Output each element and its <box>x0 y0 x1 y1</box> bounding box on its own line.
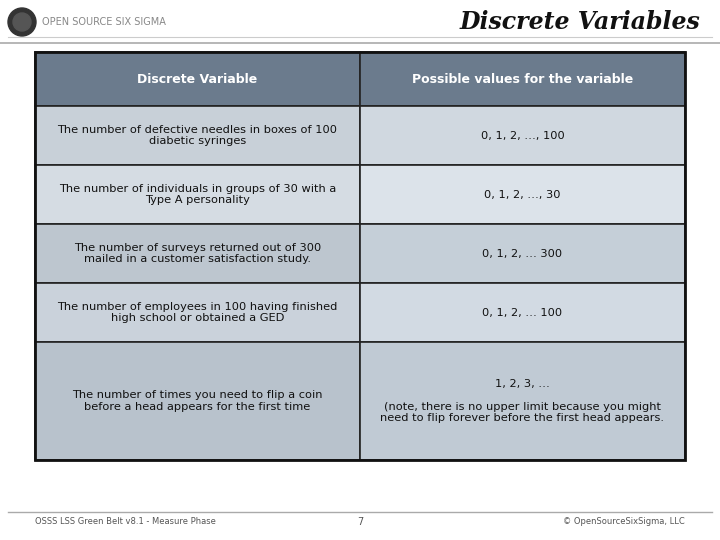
Bar <box>35 342 360 460</box>
Text: Discrete Variables: Discrete Variables <box>459 10 700 34</box>
Text: OSSS LSS Green Belt v8.1 - Measure Phase: OSSS LSS Green Belt v8.1 - Measure Phase <box>35 517 216 526</box>
Bar <box>360 165 685 224</box>
Circle shape <box>8 8 36 36</box>
Bar <box>35 52 360 106</box>
Text: The number of defective needles in boxes of 100
diabetic syringes: The number of defective needles in boxes… <box>58 125 338 146</box>
Bar <box>360 224 685 283</box>
Text: The number of individuals in groups of 30 with a
Type A personality: The number of individuals in groups of 3… <box>59 184 336 205</box>
Bar <box>360 283 685 342</box>
Text: OPEN SOURCE SIX SIGMA: OPEN SOURCE SIX SIGMA <box>42 17 166 27</box>
Bar <box>360 342 685 460</box>
Bar <box>35 283 360 342</box>
Bar <box>35 165 360 224</box>
Text: 1, 2, 3, …

(note, there is no upper limit because you might
need to flip foreve: 1, 2, 3, … (note, there is no upper limi… <box>380 379 665 423</box>
Text: © OpenSourceSixSigma, LLC: © OpenSourceSixSigma, LLC <box>563 517 685 526</box>
Text: 0, 1, 2, …, 100: 0, 1, 2, …, 100 <box>481 131 564 140</box>
Bar <box>35 106 360 165</box>
Text: 0, 1, 2, … 300: 0, 1, 2, … 300 <box>482 248 562 259</box>
Text: Discrete Variable: Discrete Variable <box>138 72 258 85</box>
Text: The number of employees in 100 having finished
high school or obtained a GED: The number of employees in 100 having fi… <box>58 302 338 323</box>
Bar <box>35 52 685 460</box>
Bar <box>360 106 685 165</box>
Text: The number of times you need to flip a coin
before a head appears for the first : The number of times you need to flip a c… <box>72 390 323 412</box>
Text: 0, 1, 2, … 100: 0, 1, 2, … 100 <box>482 308 562 318</box>
Circle shape <box>13 13 31 31</box>
Text: Possible values for the variable: Possible values for the variable <box>412 72 633 85</box>
Bar <box>35 224 360 283</box>
Bar <box>360 52 685 106</box>
Text: The number of surveys returned out of 300
mailed in a customer satisfaction stud: The number of surveys returned out of 30… <box>74 243 321 265</box>
Text: 0, 1, 2, …, 30: 0, 1, 2, …, 30 <box>485 190 561 200</box>
Text: 7: 7 <box>357 517 363 527</box>
